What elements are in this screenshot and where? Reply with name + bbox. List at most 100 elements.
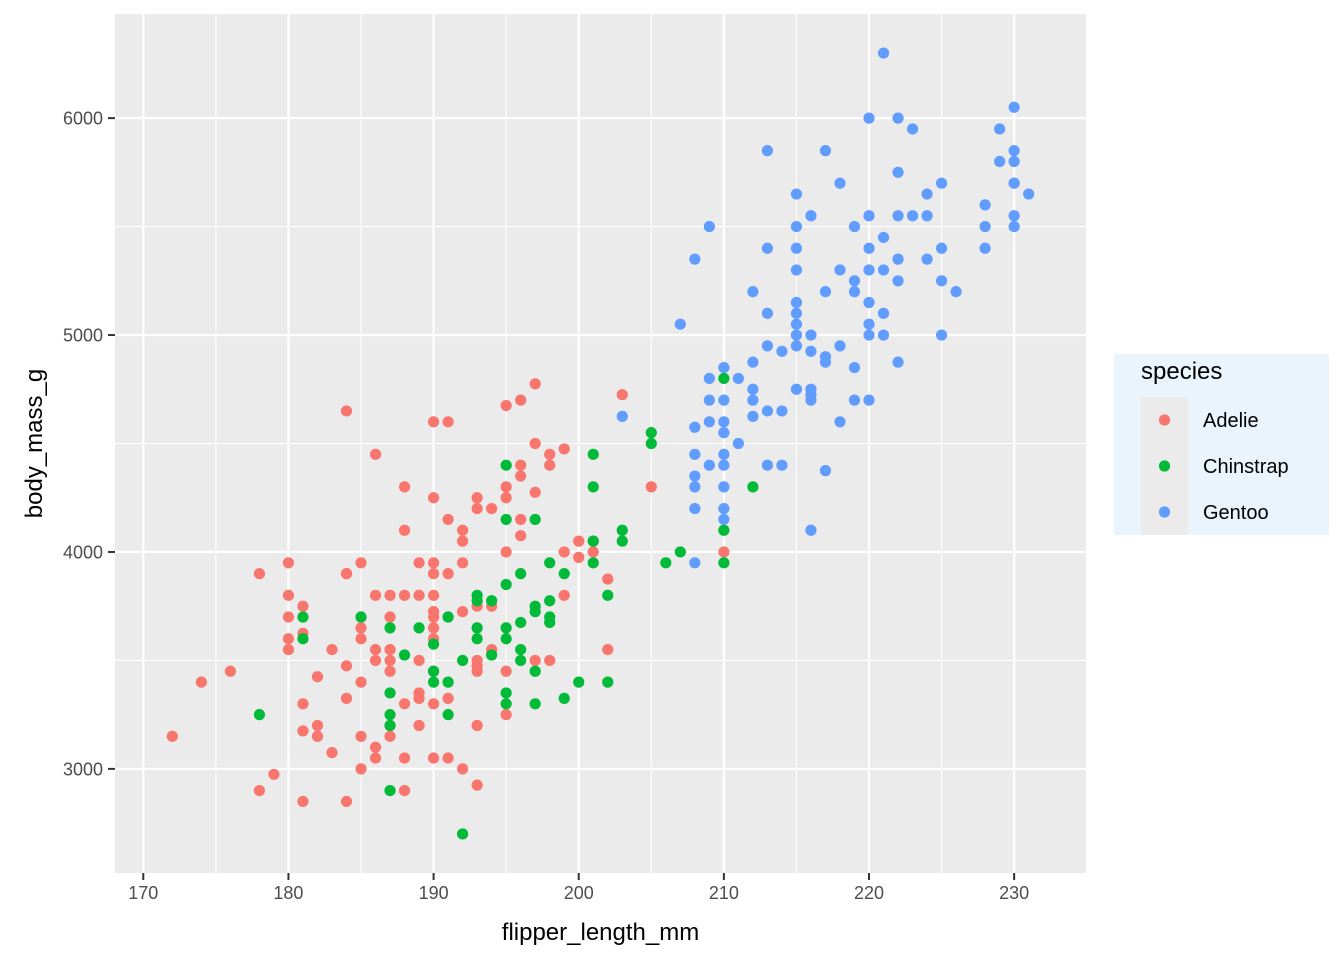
point-gentoo: [863, 329, 875, 341]
point-chinstrap: [616, 524, 628, 536]
point-adelie: [500, 492, 512, 504]
point-adelie: [297, 795, 309, 808]
point-adelie: [369, 448, 382, 460]
point-adelie: [471, 492, 483, 504]
legend-label-adelie: Adelie: [1203, 410, 1259, 432]
point-chinstrap: [486, 649, 498, 661]
point-adelie: [515, 513, 527, 526]
point-adelie: [645, 481, 657, 493]
y-tick-label: 3000: [63, 759, 103, 779]
point-adelie: [500, 399, 512, 412]
point-chinstrap: [297, 633, 309, 645]
point-chinstrap: [500, 633, 512, 645]
point-chinstrap: [529, 698, 541, 710]
point-adelie: [558, 443, 570, 455]
point-chinstrap: [587, 557, 599, 569]
point-gentoo: [747, 356, 759, 368]
point-adelie: [398, 524, 411, 536]
point-gentoo: [877, 231, 890, 244]
point-adelie: [369, 741, 382, 753]
point-gentoo: [718, 481, 730, 493]
y-axis-title: body_mass_g: [21, 369, 48, 518]
point-gentoo: [819, 465, 832, 477]
point-adelie: [326, 747, 338, 759]
point-gentoo: [921, 253, 933, 265]
point-gentoo: [761, 145, 774, 157]
point-chinstrap: [515, 643, 527, 656]
legend-label-chinstrap: Chinstrap: [1203, 456, 1289, 478]
point-gentoo: [1008, 145, 1020, 157]
y-tick-label: 4000: [63, 542, 103, 562]
point-chinstrap: [747, 481, 759, 493]
point-adelie: [471, 779, 483, 791]
point-gentoo: [689, 470, 701, 482]
point-gentoo: [892, 356, 904, 368]
point-gentoo: [790, 340, 803, 352]
point-chinstrap: [297, 611, 309, 623]
point-chinstrap: [602, 676, 614, 688]
point-adelie: [297, 698, 309, 710]
point-gentoo: [994, 155, 1006, 168]
point-gentoo: [790, 242, 803, 254]
point-gentoo: [979, 199, 991, 211]
point-adelie: [558, 589, 570, 601]
point-adelie: [515, 459, 527, 471]
point-chinstrap: [398, 649, 411, 661]
point-chinstrap: [718, 524, 730, 536]
point-chinstrap: [500, 459, 512, 471]
point-gentoo: [689, 253, 701, 265]
point-adelie: [166, 730, 178, 742]
point-adelie: [398, 481, 411, 493]
point-gentoo: [747, 394, 759, 406]
point-adelie: [195, 676, 207, 688]
point-gentoo: [703, 220, 715, 233]
point-chinstrap: [573, 676, 585, 688]
point-adelie: [355, 557, 367, 569]
point-adelie: [544, 654, 556, 667]
x-tick-label: 210: [709, 883, 739, 903]
point-chinstrap: [384, 719, 396, 732]
point-chinstrap: [674, 546, 686, 558]
point-gentoo: [703, 416, 715, 428]
point-adelie: [297, 600, 309, 612]
x-tick-label: 230: [999, 883, 1029, 903]
point-adelie: [427, 589, 440, 601]
point-gentoo: [718, 427, 730, 439]
point-chinstrap: [529, 665, 541, 677]
point-adelie: [457, 606, 469, 618]
point-chinstrap: [718, 372, 730, 385]
point-chinstrap: [718, 557, 730, 569]
point-adelie: [602, 643, 614, 656]
point-chinstrap: [602, 589, 614, 601]
point-adelie: [326, 643, 338, 656]
point-adelie: [398, 784, 411, 797]
point-adelie: [355, 633, 367, 645]
point-adelie: [413, 692, 425, 704]
point-gentoo: [747, 383, 759, 395]
point-gentoo: [790, 296, 803, 309]
point-chinstrap: [515, 568, 527, 580]
point-gentoo: [1008, 155, 1020, 168]
point-gentoo: [834, 340, 846, 352]
point-gentoo: [805, 329, 817, 341]
point-adelie: [529, 437, 541, 450]
point-gentoo: [863, 242, 875, 254]
point-gentoo: [790, 383, 803, 395]
point-gentoo: [906, 123, 919, 135]
point-adelie: [398, 752, 411, 764]
point-adelie: [427, 698, 440, 710]
point-adelie: [442, 513, 454, 526]
point-gentoo: [935, 329, 948, 341]
point-gentoo: [747, 410, 759, 422]
point-adelie: [282, 643, 295, 656]
point-chinstrap: [558, 692, 570, 704]
point-gentoo: [848, 220, 861, 233]
point-adelie: [384, 730, 396, 742]
point-chinstrap: [384, 622, 396, 634]
point-adelie: [355, 622, 367, 634]
point-chinstrap: [427, 638, 440, 650]
point-chinstrap: [384, 687, 396, 699]
point-gentoo: [1008, 177, 1020, 189]
point-adelie: [616, 389, 628, 401]
point-adelie: [282, 611, 295, 623]
